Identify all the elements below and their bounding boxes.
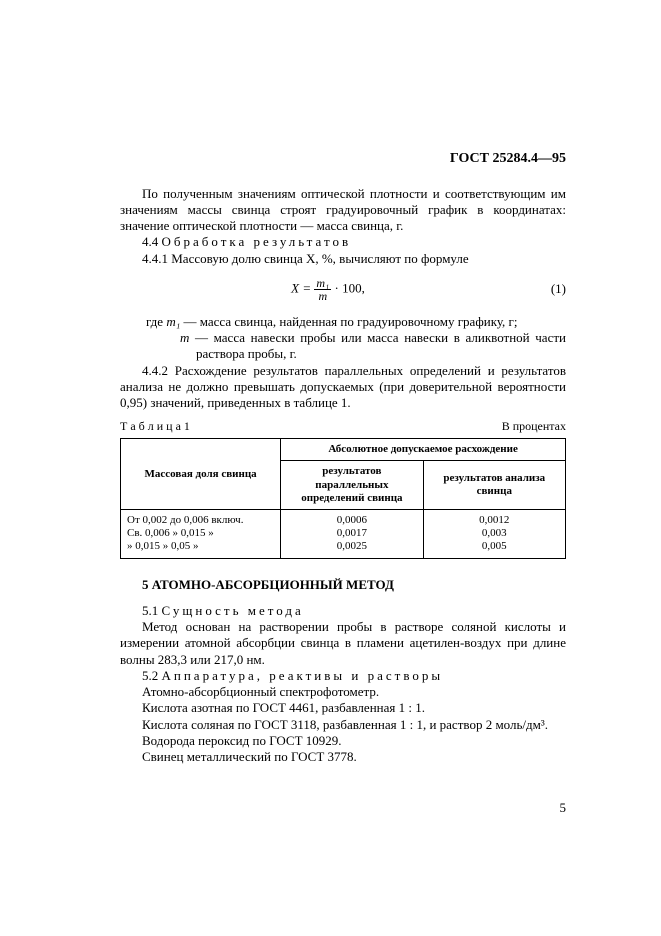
table-cell: От 0,002 до 0,006 включ.	[127, 514, 274, 527]
formula-denominator: m	[314, 290, 331, 302]
document-page: ГОСТ 25284.4—95 По полученным значениям …	[0, 0, 661, 936]
where-line-2: m — масса навески пробы или масса навеск…	[196, 330, 566, 363]
paragraph-apparatus-4: Водорода пероксид по ГОСТ 10929.	[120, 733, 566, 749]
table-header-analysis: результатов анализа свинца	[423, 461, 565, 510]
section-4-4-1: 4.4.1 Массовую долю свинца X, %, вычисля…	[120, 251, 566, 267]
formula-numerator: m₁	[314, 277, 331, 290]
page-number: 5	[560, 800, 567, 816]
table-cell: » 0,015 » 0,05 »	[127, 540, 274, 553]
table-cell-range: От 0,002 до 0,006 включ. Св. 0,006 » 0,0…	[121, 510, 281, 559]
section-heading: Сущность метода	[162, 603, 304, 618]
section-5-2: 5.2 Аппаратура, реактивы и растворы	[120, 668, 566, 684]
formula-rhs: · 100,	[334, 280, 364, 295]
table-header-tolerance: Абсолютное допускаемое расхождение	[281, 439, 566, 461]
section-5-1: 5.1 Сущность метода	[120, 603, 566, 619]
equation-number: (1)	[536, 281, 566, 297]
paragraph-method: Метод основан на растворении пробы в рас…	[120, 619, 566, 668]
table-cell: 0,0017	[287, 527, 416, 540]
table-cell: 0,003	[430, 527, 559, 540]
paragraph-apparatus-5: Свинец металлический по ГОСТ 3778.	[120, 749, 566, 765]
section-number: 5.1	[142, 603, 162, 618]
section-number: 4.4	[142, 234, 162, 249]
section-heading: Аппаратура, реактивы и растворы	[162, 668, 444, 683]
table-row: От 0,002 до 0,006 включ. Св. 0,006 » 0,0…	[121, 510, 566, 559]
section-5-title: 5 АТОМНО-АБСОРБЦИОННЫЙ МЕТОД	[142, 577, 566, 593]
table-cell-analysis: 0,0012 0,003 0,005	[423, 510, 565, 559]
table-caption-row: Т а б л и ц а 1 В процентах	[120, 419, 566, 434]
where-line-1: где m₁ — масса свинца, найденная по град…	[180, 314, 566, 330]
table-header-parallel: результатов параллельных определений сви…	[281, 461, 423, 510]
formula: X = m₁ m · 100,	[120, 277, 536, 302]
section-4-4-2: 4.4.2 Расхождение результатов параллельн…	[120, 363, 566, 412]
formula-row: X = m₁ m · 100, (1)	[120, 277, 566, 302]
table-cell: 0,0012	[430, 514, 559, 527]
where-desc-2: — масса навески пробы или масса навески …	[189, 330, 566, 361]
document-code: ГОСТ 25284.4—95	[120, 150, 566, 168]
paragraph-apparatus-2: Кислота азотная по ГОСТ 4461, разбавленн…	[120, 700, 566, 716]
table-cell-parallel: 0,0006 0,0017 0,0025	[281, 510, 423, 559]
where-var-2: m	[180, 330, 189, 345]
table-cell: 0,0006	[287, 514, 416, 527]
formula-fraction: m₁ m	[314, 277, 331, 302]
section-number: 5.2	[142, 668, 162, 683]
paragraph-intro: По полученным значениям оптической плотн…	[120, 186, 566, 235]
table-label: Т а б л и ц а 1	[120, 419, 190, 434]
paragraph-apparatus-1: Атомно-абсорбционный спектрофотометр.	[120, 684, 566, 700]
tolerance-table: Массовая доля свинца Абсолютное допускае…	[120, 438, 566, 558]
section-4-4: 4.4 Обработка результатов	[120, 234, 566, 250]
table-cell: Св. 0,006 » 0,015 »	[127, 527, 274, 540]
where-label: где	[146, 314, 166, 329]
table-header-mass-fraction: Массовая доля свинца	[121, 439, 281, 510]
table-units: В процентах	[502, 419, 566, 434]
where-desc-1: — масса свинца, найденная по градуировоч…	[180, 314, 517, 329]
table-cell: 0,005	[430, 540, 559, 553]
formula-lhs: X =	[291, 280, 314, 295]
where-var-1: m₁	[166, 314, 180, 329]
paragraph-apparatus-3: Кислота соляная по ГОСТ 3118, разбавленн…	[120, 717, 566, 733]
table-cell: 0,0025	[287, 540, 416, 553]
section-heading: Обработка результатов	[162, 234, 352, 249]
